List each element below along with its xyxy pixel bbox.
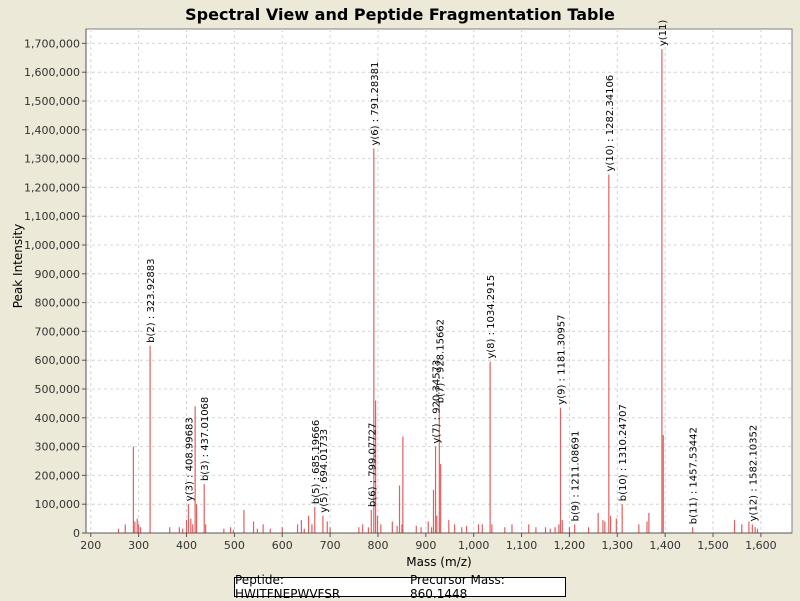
axes-layer: 0 100,000 200,000 300,000 400,000 500,000 600,… [24,29,792,552]
x-tick-label: 200 [80,539,101,552]
peak-annotation: y(3) : 408.99683 [184,417,195,501]
x-tick-label: 1,500 [697,539,729,552]
y-axis-label: Peak Intensity [11,224,25,309]
y-tick-label: 1,700,000 [24,37,80,50]
peptide-label: Peptide: HWITFNEPWVFSR [235,573,341,601]
x-tick-label: 700 [320,539,341,552]
y-tick-label: 1,400,000 [24,124,80,137]
x-tick-label: 1,200 [554,539,586,552]
y-tick-label: 300,000 [35,441,81,454]
precursor-mass-label: Precursor Mass: 860.1448 [410,573,505,601]
peak-annotation: y(12) : 1582.10352 [748,425,759,522]
peak-annotation: b(3) : 437.01068 [200,397,211,481]
y-tick-label: 1,300,000 [24,153,80,166]
y-tick-label: 1,200,000 [24,181,80,194]
y-tick-label: 700,000 [35,325,81,338]
y-tick-label: 200,000 [35,469,81,482]
y-tick-label: 900,000 [35,268,81,281]
x-tick-label: 1,600 [745,539,777,552]
peak-annotation: b(5) : 685.19666 [311,420,322,504]
y-tick-label: 1,500,000 [24,95,80,108]
x-tick-label: 1,300 [602,539,634,552]
y-tick-label: 0 [73,527,80,540]
peak-annotation: y(10) : 1282.34106 [605,75,616,172]
x-tick-label: 1,100 [506,539,538,552]
peak-annotation: y(5) : 694.01733 [319,429,330,513]
chart-title: Spectral View and Peptide Fragmentation … [185,5,615,24]
peak-annotation: y(7) : 920.34573 [432,360,443,444]
y-tick-label: 500,000 [35,383,81,396]
x-tick-label: 600 [272,539,293,552]
peak-annotation: b(6) : 799.07727 [367,423,378,507]
y-tick-label: 100,000 [35,498,81,511]
x-tick-label: 1,400 [649,539,681,552]
x-axis-label: Mass (m/z) [406,555,471,569]
peaks-layer [117,49,759,533]
y-tick-label: 800,000 [35,297,81,310]
peak-annotation: y(11) [658,20,669,47]
y-tick-label: 400,000 [35,412,81,425]
peptide-info-box: Peptide: HWITFNEPWVFSR Precursor Mass: 8… [234,573,566,601]
x-tick-label: 1,000 [458,539,490,552]
x-tick-label: 900 [415,539,436,552]
x-tick-label: 300 [128,539,149,552]
x-tick-label: 500 [224,539,245,552]
peak-annotations: b(2) : 323.92883 y(3) : 408.99683 b(3) : 4… [146,20,759,525]
peak-annotation: b(7) : 928.15662 [435,319,446,403]
y-tick-label: 1,600,000 [24,66,80,79]
y-tick-label: 1,100,000 [24,210,80,223]
peak-annotation: b(2) : 323.92883 [146,258,157,342]
peak-annotation: b(9) : 1211.08691 [571,431,582,522]
x-tick-label: 800 [367,539,388,552]
y-tick-label: 1,000,000 [24,239,80,252]
peak-annotation: y(8) : 1034.2915 [486,275,497,359]
y-tick-label: 600,000 [35,354,81,367]
peak-annotation: y(9) : 1181.30957 [556,314,567,404]
peak-annotation: y(6) : 791.28381 [370,62,381,146]
peak-annotation: b(11) : 1457.53442 [689,427,700,524]
peak-annotation: b(10) : 1310.24707 [618,404,629,501]
x-tick-label: 400 [176,539,197,552]
